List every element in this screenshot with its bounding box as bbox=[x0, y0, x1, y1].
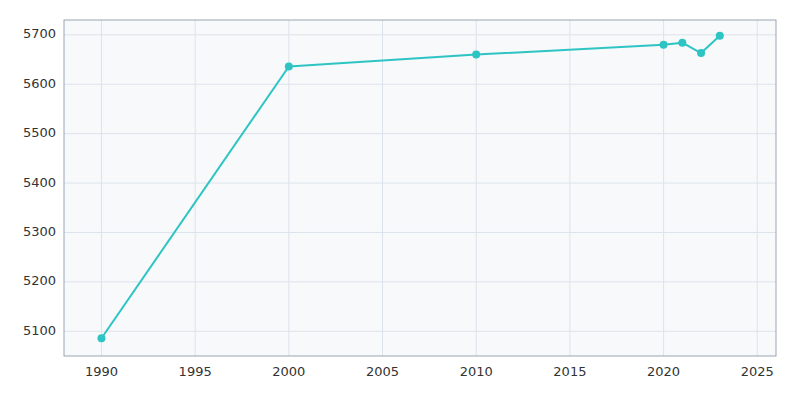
x-tick-label: 2025 bbox=[741, 364, 774, 379]
x-grid-line bbox=[476, 20, 477, 356]
y-grid-line bbox=[64, 183, 776, 184]
x-tick-label: 2015 bbox=[553, 364, 586, 379]
x-grid-line bbox=[101, 20, 102, 356]
page: {"chart_data": {"type": "line", "x": [19… bbox=[0, 0, 800, 400]
chart: 5100 5200 5300 5400 5500 5600 5700 1990 1995 2000… bbox=[0, 0, 800, 400]
x-grid-line bbox=[663, 20, 664, 356]
y-grid-line bbox=[64, 232, 776, 233]
x-grid-line bbox=[195, 20, 196, 356]
point bbox=[97, 334, 105, 342]
x-tick-label: 1990 bbox=[85, 364, 118, 379]
x-tick-label: 2010 bbox=[460, 364, 493, 379]
y-grid-line bbox=[64, 34, 776, 35]
grid bbox=[64, 20, 776, 356]
x-tick-label: 2005 bbox=[366, 364, 399, 379]
x-grid-line bbox=[757, 20, 758, 356]
plot-background bbox=[64, 20, 776, 356]
point bbox=[716, 32, 724, 40]
x-tick-label: 2000 bbox=[272, 364, 305, 379]
y-tick-label: 5700 bbox=[23, 26, 56, 41]
x-tick-label: 2020 bbox=[647, 364, 680, 379]
y-tick-label: 5200 bbox=[23, 273, 56, 288]
point bbox=[660, 41, 668, 49]
y-tick-label: 5500 bbox=[23, 125, 56, 140]
x-grid-line bbox=[382, 20, 383, 356]
y-grid-line bbox=[64, 133, 776, 134]
point bbox=[285, 62, 293, 70]
y-grid-line bbox=[64, 84, 776, 85]
y-tick-label: 5400 bbox=[23, 175, 56, 190]
series bbox=[97, 32, 723, 342]
point bbox=[472, 51, 480, 59]
point bbox=[697, 49, 705, 57]
y-grid-line bbox=[64, 281, 776, 282]
line bbox=[101, 36, 719, 338]
plot-frame bbox=[64, 20, 776, 356]
y-tick-label: 5100 bbox=[23, 323, 56, 338]
x-tick-label: 1995 bbox=[179, 364, 212, 379]
y-grid-line bbox=[64, 331, 776, 332]
axes: 5100 5200 5300 5400 5500 5600 5700 1990 1995 2000… bbox=[23, 26, 774, 379]
y-tick-label: 5600 bbox=[23, 76, 56, 91]
chart-container: 5100 5200 5300 5400 5500 5600 5700 1990 1995 2000… bbox=[0, 0, 800, 400]
y-tick-label: 5300 bbox=[23, 224, 56, 239]
point bbox=[678, 39, 686, 47]
x-grid-line bbox=[569, 20, 570, 356]
